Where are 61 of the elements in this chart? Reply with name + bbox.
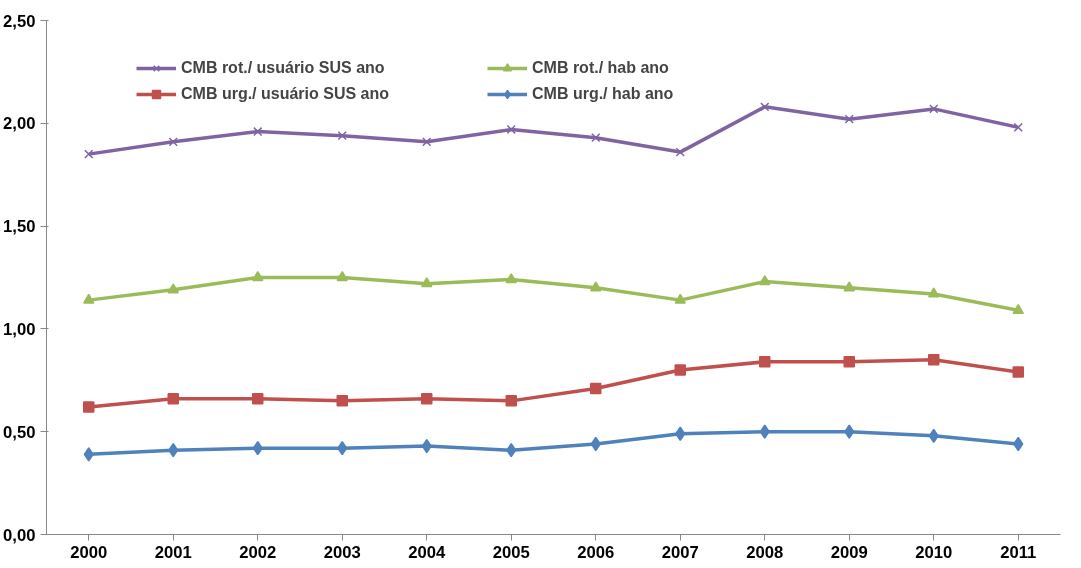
point	[167, 283, 179, 294]
point	[336, 270, 348, 282]
x-tick-label: 2010	[915, 542, 953, 562]
point	[506, 124, 516, 135]
x-tick-label: 2008	[746, 542, 784, 562]
x-tick-label: 2001	[154, 542, 192, 562]
point	[337, 131, 347, 141]
point	[83, 293, 95, 304]
point	[843, 356, 855, 368]
point	[674, 293, 686, 304]
x-tick-label: 2002	[239, 542, 277, 562]
point	[422, 137, 432, 147]
point	[928, 287, 940, 298]
legend-label: CMB urg./ hab ano	[532, 85, 675, 103]
legend-label: CMB rot./ usuário SUS ano	[181, 59, 386, 77]
point	[1012, 366, 1024, 378]
x-tick-label: 2000	[70, 542, 108, 562]
x-tick-label: 2011	[1000, 542, 1037, 562]
x-tick-label: 2009	[830, 542, 868, 562]
y-tick-label: 0,50	[3, 422, 36, 442]
point	[759, 356, 771, 368]
point	[590, 382, 602, 395]
point	[167, 393, 179, 405]
point	[843, 281, 855, 292]
point	[83, 401, 95, 413]
x-tick-label: 2007	[661, 542, 699, 562]
point	[590, 281, 602, 292]
point	[759, 275, 771, 286]
point	[336, 395, 348, 407]
point	[84, 149, 94, 159]
point	[1013, 122, 1023, 133]
legend-label: CMB rot./ hab ano	[532, 59, 670, 77]
point	[844, 114, 854, 124]
y-tick-label: 1,00	[3, 319, 36, 339]
x-tick-label: 2006	[577, 542, 615, 562]
y-tick-label: 2,00	[3, 114, 36, 134]
x-tick-label: 2003	[323, 542, 361, 562]
point	[929, 104, 939, 114]
point	[844, 424, 855, 439]
point	[674, 364, 686, 376]
x-tick-label: 2004	[408, 542, 447, 562]
point	[168, 137, 178, 147]
x-tick-label: 2005	[492, 542, 530, 562]
point	[760, 102, 770, 112]
point	[252, 393, 264, 405]
y-tick-label: 1,50	[3, 217, 36, 237]
y-tick-label: 2,50	[3, 11, 36, 31]
legend-label: CMB urg./ usuário SUS ano	[181, 85, 390, 103]
point	[1012, 303, 1024, 315]
point	[505, 395, 517, 407]
point	[83, 447, 94, 462]
point	[421, 393, 433, 405]
point	[252, 270, 264, 282]
point	[421, 277, 433, 288]
point	[253, 126, 263, 137]
point	[505, 273, 517, 284]
point	[759, 424, 770, 439]
point	[591, 133, 601, 143]
point	[675, 147, 685, 157]
y-tick-label: 0,00	[3, 525, 36, 545]
point	[928, 353, 940, 366]
